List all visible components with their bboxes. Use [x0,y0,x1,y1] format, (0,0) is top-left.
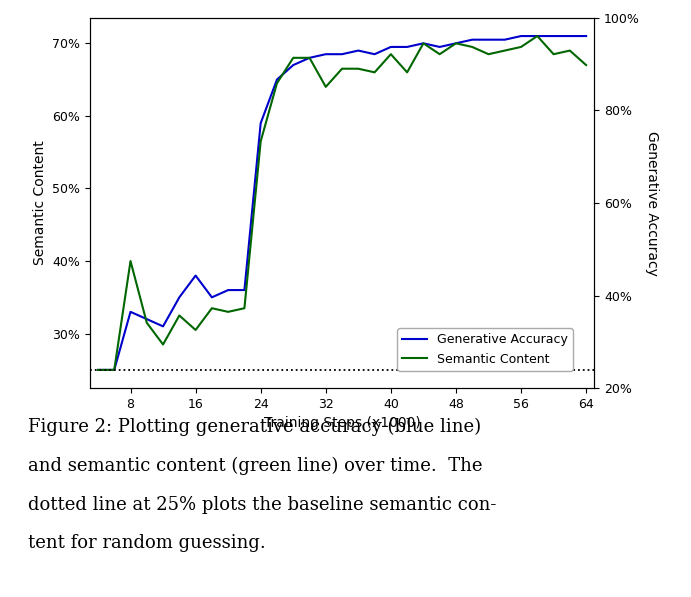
Y-axis label: Semantic Content: Semantic Content [32,141,46,265]
Semantic Content [387,51,395,58]
Generative Accuracy [289,61,297,69]
Text: Figure 2: Plotting generative accuracy (blue line): Figure 2: Plotting generative accuracy (… [28,418,481,436]
Semantic Content [208,304,216,312]
Semantic Content [110,367,118,374]
Generative Accuracy [126,308,135,315]
Legend: Generative Accuracy, Semantic Content: Generative Accuracy, Semantic Content [397,328,573,371]
Generative Accuracy [452,40,460,47]
Semantic Content [533,32,542,39]
Generative Accuracy [419,40,428,47]
Generative Accuracy [338,51,346,58]
Generative Accuracy [321,51,330,58]
Line: Generative Accuracy: Generative Accuracy [98,36,586,370]
Semantic Content [289,54,297,61]
Text: tent for random guessing.: tent for random guessing. [28,534,265,552]
Semantic Content [305,54,314,61]
Semantic Content [94,367,102,374]
Generative Accuracy [110,367,118,374]
Generative Accuracy [533,32,542,39]
Semantic Content [452,40,460,47]
Semantic Content [256,138,265,145]
Semantic Content [566,47,574,54]
Generative Accuracy [176,294,184,301]
Generative Accuracy [566,32,574,39]
Semantic Content [142,319,151,327]
Y-axis label: Generative Accuracy: Generative Accuracy [645,131,659,275]
Semantic Content [435,51,444,58]
Semantic Content [354,65,363,72]
Generative Accuracy [387,44,395,51]
Semantic Content [191,327,200,334]
Generative Accuracy [224,287,232,294]
Semantic Content [549,51,558,58]
Semantic Content [484,51,493,58]
Semantic Content [468,44,476,51]
Generative Accuracy [191,272,200,279]
Generative Accuracy [240,287,249,294]
Generative Accuracy [370,51,379,58]
Text: and semantic content (green line) over time.  The: and semantic content (green line) over t… [28,457,482,475]
Semantic Content [370,69,379,76]
Generative Accuracy [517,32,525,39]
Generative Accuracy [582,32,590,39]
Semantic Content [321,83,330,90]
Generative Accuracy [94,367,102,374]
Generative Accuracy [256,119,265,127]
X-axis label: Training Steps (x1000): Training Steps (x1000) [264,416,420,430]
Generative Accuracy [403,44,411,51]
Semantic Content [403,69,411,76]
Generative Accuracy [435,44,444,51]
Generative Accuracy [159,323,167,330]
Generative Accuracy [208,294,216,301]
Generative Accuracy [142,316,151,323]
Semantic Content [582,61,590,69]
Generative Accuracy [549,32,558,39]
Generative Accuracy [500,36,509,43]
Semantic Content [224,308,232,315]
Semantic Content [273,79,281,87]
Generative Accuracy [484,36,493,43]
Text: dotted line at 25% plots the baseline semantic con-: dotted line at 25% plots the baseline se… [28,496,496,513]
Semantic Content [419,40,428,47]
Generative Accuracy [468,36,476,43]
Semantic Content [240,304,249,312]
Semantic Content [176,312,184,319]
Semantic Content [126,257,135,264]
Line: Semantic Content: Semantic Content [98,36,586,370]
Semantic Content [500,47,509,54]
Semantic Content [517,44,525,51]
Generative Accuracy [273,76,281,83]
Generative Accuracy [354,47,363,54]
Semantic Content [338,65,346,72]
Generative Accuracy [305,54,314,61]
Semantic Content [159,341,167,348]
